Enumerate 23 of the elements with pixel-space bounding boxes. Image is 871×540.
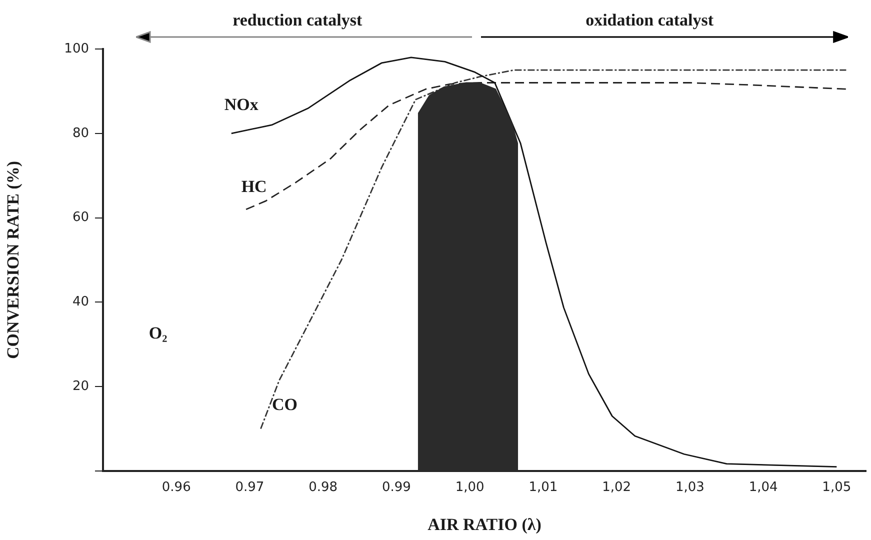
x-tick-label: 1,03 <box>675 480 704 496</box>
x-tick-label: 1,01 <box>528 480 558 496</box>
x-tick-label: 0.97 <box>235 480 264 496</box>
x-tick-label: 0.98 <box>308 480 338 496</box>
x-axis-title: AIR RATIO (λ) <box>428 515 542 534</box>
text: reduction catalyst <box>232 10 363 30</box>
x-tick-label: 0.96 <box>162 480 191 496</box>
x-tick-label: 1,00 <box>455 480 484 496</box>
y-axis-title: CONVERSION RATE (%) <box>4 160 23 360</box>
series-label: CO <box>272 395 298 414</box>
series-label: HC <box>241 176 267 196</box>
y-tick-label: 80 <box>72 126 89 141</box>
x-tick-label: 1,04 <box>748 480 778 496</box>
annotation: O₂ <box>148 323 168 342</box>
y-tick-label: 20 <box>72 378 89 394</box>
x-tick-label: 1,02 <box>602 480 632 496</box>
x-tick-label: 0.99 <box>382 480 411 496</box>
y-tick-label: 40 <box>72 294 89 310</box>
y-tick-label: 60 <box>72 210 89 226</box>
text: oxidation catalyst <box>586 10 714 30</box>
y-tick-label: 100 <box>64 41 89 56</box>
x-tick-label: 1,05 <box>822 480 852 496</box>
series-label: NOx <box>224 94 259 114</box>
